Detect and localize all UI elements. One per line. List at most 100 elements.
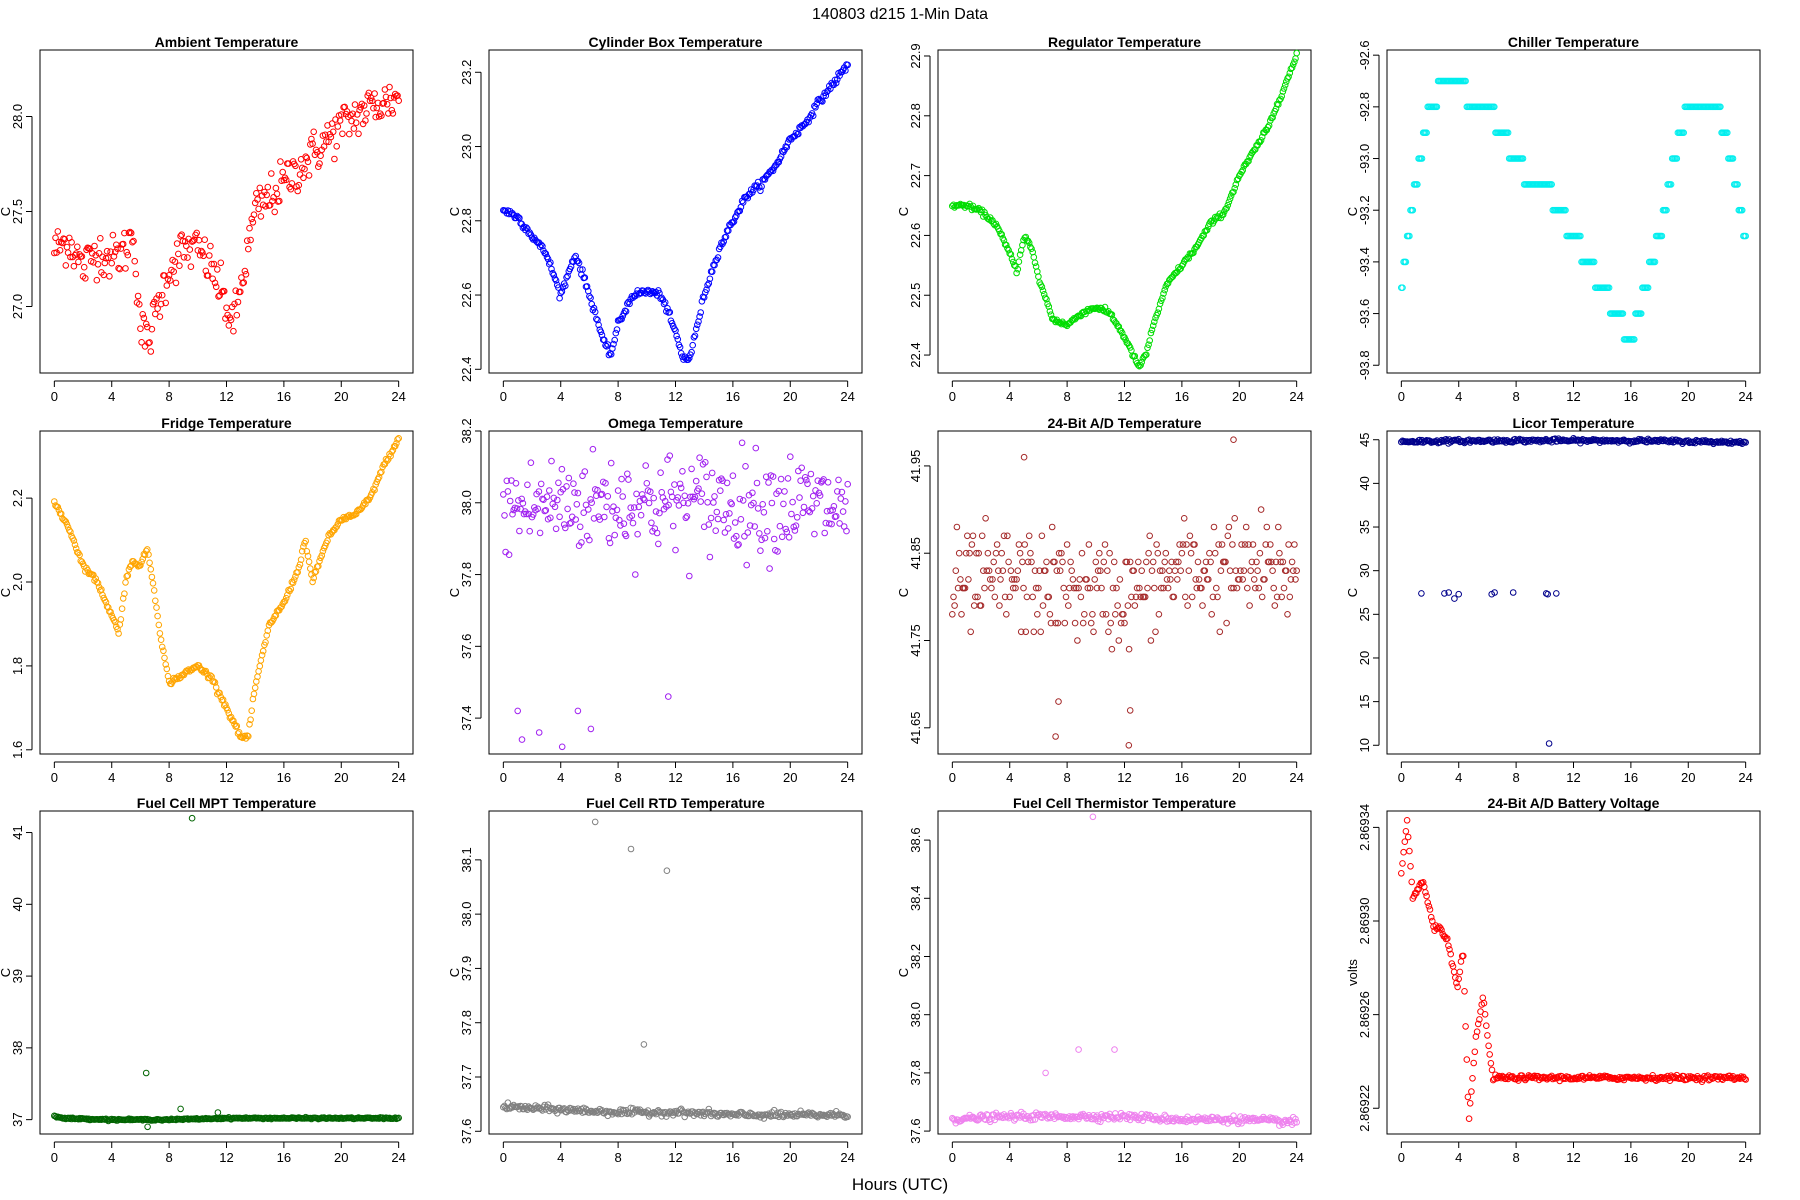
data-point <box>955 201 963 209</box>
data-point <box>1177 567 1184 575</box>
x-tick-label: 0 <box>51 1150 58 1165</box>
data-point <box>231 300 238 308</box>
data-point <box>1466 1100 1474 1107</box>
data-point <box>586 536 593 544</box>
data-point <box>147 566 155 573</box>
data-point <box>1115 637 1123 644</box>
data-point <box>303 548 311 555</box>
data-point <box>950 593 957 601</box>
series-points <box>500 818 852 1122</box>
data-point <box>793 514 801 521</box>
data-point <box>137 562 144 569</box>
data-point <box>809 492 817 500</box>
data-point <box>970 602 978 609</box>
data-point <box>1101 541 1109 548</box>
data-point <box>1089 611 1096 618</box>
data-point <box>263 632 271 639</box>
data-point <box>637 511 645 519</box>
data-point <box>1020 584 1027 592</box>
data-point <box>681 492 689 500</box>
data-point <box>1185 567 1193 575</box>
y-tick-label: 45 <box>1357 432 1372 446</box>
data-point <box>92 252 99 259</box>
data-point <box>1415 885 1422 893</box>
data-point <box>1003 241 1010 249</box>
data-point <box>795 467 802 475</box>
x-tick-label: 16 <box>1624 770 1638 785</box>
data-point <box>1201 567 1209 575</box>
data-point <box>1030 628 1038 636</box>
data-point <box>1455 975 1462 983</box>
data-point <box>134 292 142 300</box>
x-tick-label: 12 <box>219 1150 233 1165</box>
data-point <box>696 1108 703 1116</box>
data-point <box>256 184 264 192</box>
data-point <box>975 549 983 557</box>
data-point <box>1137 593 1144 601</box>
x-axis: 0 4 8 12 16 20 24 <box>949 1141 1304 1165</box>
data-point <box>1738 206 1746 214</box>
data-point <box>1605 284 1613 292</box>
data-point <box>1183 541 1190 548</box>
data-point <box>148 325 156 333</box>
data-point <box>1075 584 1082 592</box>
panel-title: Ambient Temperature <box>155 34 299 50</box>
data-point <box>311 569 319 576</box>
data-point <box>1113 584 1120 592</box>
data-point <box>1291 1119 1298 1126</box>
data-point <box>1056 567 1064 575</box>
data-point <box>1577 232 1584 240</box>
data-point <box>580 509 588 517</box>
data-point <box>1138 358 1145 366</box>
data-point <box>70 262 78 270</box>
data-point <box>1182 593 1189 601</box>
data-point <box>548 265 555 273</box>
x-tick-label: 4 <box>108 1150 115 1165</box>
x-axis: 0 4 8 12 16 20 24 <box>51 761 406 785</box>
data-point <box>1293 1119 1300 1126</box>
data-point <box>1006 250 1014 257</box>
data-point <box>1262 541 1269 548</box>
x-tick-label: 12 <box>668 1150 682 1165</box>
data-point <box>1058 549 1065 557</box>
data-point <box>705 521 713 528</box>
data-point <box>995 567 1002 575</box>
data-point <box>677 484 685 492</box>
y-tick-label: 22.5 <box>908 283 923 308</box>
data-point <box>1074 637 1081 644</box>
data-point <box>574 489 582 497</box>
data-point <box>597 491 605 499</box>
data-point <box>171 258 179 265</box>
data-point <box>175 250 182 258</box>
data-point <box>1717 103 1724 111</box>
data-point <box>1250 576 1258 583</box>
data-point <box>783 143 791 151</box>
data-point <box>289 579 297 587</box>
x-tick-label: 8 <box>165 1150 172 1165</box>
data-point <box>725 525 732 532</box>
y-axis-label: volts <box>1345 959 1360 986</box>
data-point <box>512 480 520 487</box>
data-point <box>212 283 220 291</box>
data-point <box>765 479 772 486</box>
x-tick-label: 8 <box>1512 389 1519 404</box>
data-point <box>953 523 961 531</box>
data-point <box>1013 576 1020 583</box>
data-point <box>1559 1075 1567 1083</box>
data-point <box>996 602 1003 609</box>
data-point <box>657 469 664 477</box>
x-tick-label: 16 <box>277 1150 291 1165</box>
y-tick-label: 37.4 <box>459 705 474 730</box>
y-axis: 37.4 37.6 37.8 38.0 38.2 <box>459 418 482 731</box>
data-point <box>1406 847 1413 855</box>
data-point <box>157 636 165 644</box>
data-point <box>1162 549 1170 557</box>
data-point <box>333 143 341 150</box>
data-point <box>158 643 166 651</box>
y-tick-label: 22.9 <box>908 43 923 68</box>
data-point <box>259 647 267 655</box>
data-point <box>237 288 244 296</box>
y-axis: 37.6 37.7 37.8 37.9 38.0 38.1 <box>459 847 482 1144</box>
y-tick-label: 37.7 <box>459 1064 474 1089</box>
